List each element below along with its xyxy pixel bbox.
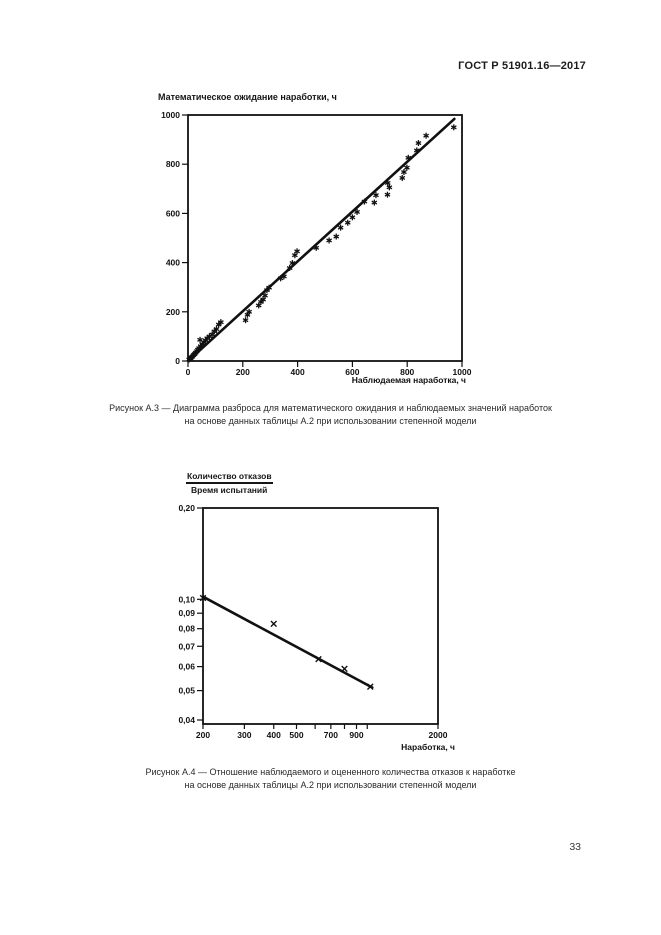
fraction-numerator: Количество отказов <box>186 471 273 484</box>
figure-a3-caption: Рисунок А.3 — Диаграмма разброса для мат… <box>0 402 661 427</box>
x-axis: 0 200 400 600 800 1000 <box>186 361 472 377</box>
svg-text:200: 200 <box>196 730 210 740</box>
x-axis-label: Наблюдаемая наработка, ч <box>352 375 466 385</box>
svg-text:400: 400 <box>267 730 281 740</box>
svg-text:0,10: 0,10 <box>178 594 195 604</box>
svg-text:600: 600 <box>166 208 180 218</box>
svg-text:0: 0 <box>175 356 180 366</box>
chart-a3-y-axis-title: Математическое ожидание наработки, ч <box>158 92 337 102</box>
svg-text:2000: 2000 <box>429 730 448 740</box>
fit-line <box>188 117 456 361</box>
svg-text:900: 900 <box>349 730 363 740</box>
svg-text:0,20: 0,20 <box>178 503 195 513</box>
svg-text:0,07: 0,07 <box>178 641 195 651</box>
svg-text:500: 500 <box>289 730 303 740</box>
figure-a4-caption: Рисунок А.4 — Отношение наблюдаемого и о… <box>0 766 661 791</box>
svg-text:400: 400 <box>291 367 305 377</box>
svg-text:1000: 1000 <box>161 110 180 120</box>
chart-a4-y-axis-fraction-label: Количество отказов Время испытаний <box>186 471 273 495</box>
svg-text:200: 200 <box>166 307 180 317</box>
data-points <box>199 594 374 691</box>
svg-text:1000: 1000 <box>453 367 472 377</box>
svg-text:0,08: 0,08 <box>178 624 195 634</box>
page-number: 33 <box>569 841 581 853</box>
svg-text:800: 800 <box>400 367 414 377</box>
data-points <box>186 124 457 363</box>
plot-frame <box>202 507 439 725</box>
svg-text:0: 0 <box>186 367 191 377</box>
fraction-denominator: Время испытаний <box>191 485 268 495</box>
y-axis: 0,20 0,10 0,09 0,08 0,07 0,06 0,05 0,04 <box>178 503 203 725</box>
plot-frame <box>187 114 463 362</box>
svg-text:200: 200 <box>236 367 250 377</box>
document-header-gost-number: ГОСТ Р 51901.16—2017 <box>458 60 586 72</box>
svg-text:0,04: 0,04 <box>178 715 195 725</box>
figure-a3-caption-line2: на основе данных таблицы А.2 при использ… <box>184 415 477 426</box>
svg-text:600: 600 <box>345 367 359 377</box>
fit-line <box>201 595 374 689</box>
svg-text:0,05: 0,05 <box>178 686 195 696</box>
figure-a3-caption-line1: Рисунок А.3 — Диаграмма разброса для мат… <box>109 403 552 413</box>
svg-text:400: 400 <box>166 258 180 268</box>
figure-a4-caption-line2: на основе данных таблицы А.2 при использ… <box>184 779 477 790</box>
svg-text:0,09: 0,09 <box>178 608 195 618</box>
svg-text:300: 300 <box>237 730 251 740</box>
y-axis: 0 200 400 600 800 1000 <box>161 110 188 366</box>
x-axis: 200 300 400 500 700 900 2000 <box>196 724 448 740</box>
svg-text:0,06: 0,06 <box>178 662 195 672</box>
x-axis-label: Наработка, ч <box>401 742 455 752</box>
svg-text:800: 800 <box>166 159 180 169</box>
svg-text:700: 700 <box>324 730 338 740</box>
figure-a4-caption-line1: Рисунок А.4 — Отношение наблюдаемого и о… <box>145 767 516 777</box>
